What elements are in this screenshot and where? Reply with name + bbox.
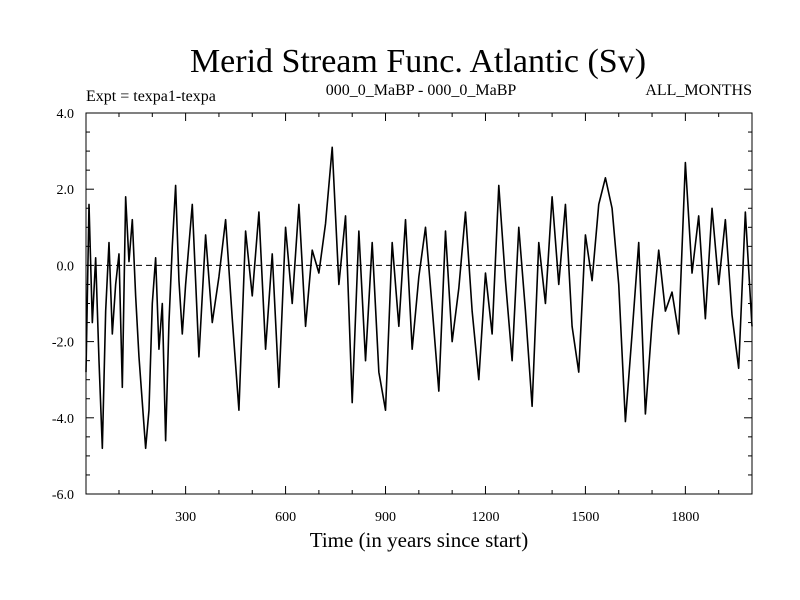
subtitle-right: ALL_MONTHS (645, 82, 752, 99)
y-tick-label: 0.0 (57, 259, 75, 274)
plot-frame (85, 112, 753, 495)
y-tick-label: -6.0 (52, 488, 74, 503)
x-tick-label: 600 (275, 510, 296, 525)
series-line-0 (85, 146, 753, 450)
x-tick-label: 900 (375, 510, 396, 525)
x-tick-label: 1800 (671, 510, 699, 525)
chart-title: Merid Stream Func. Atlantic (Sv) (190, 43, 646, 80)
y-tick-label: -2.0 (52, 336, 74, 351)
x-axis: 300 600 900 1200 1500 1800 (118, 113, 720, 525)
subtitle-center: 000_0_MaBP - 000_0_MaBP (326, 82, 517, 99)
subtitle-left: Expt = texpa1-texpa (86, 88, 216, 105)
x-tick-label: 1200 (471, 510, 499, 525)
y-tick-label: 4.0 (57, 107, 75, 122)
x-axis-label: Time (in years since start) (310, 528, 529, 552)
y-tick-label: -4.0 (52, 412, 74, 427)
x-tick-label: 300 (175, 510, 196, 525)
y-tick-label: 2.0 (57, 183, 75, 198)
x-tick-label: 1500 (571, 510, 599, 525)
y-axis: -6.0 -4.0 -2.0 0.0 2.0 4.0 (52, 107, 752, 503)
series-group (85, 146, 753, 450)
